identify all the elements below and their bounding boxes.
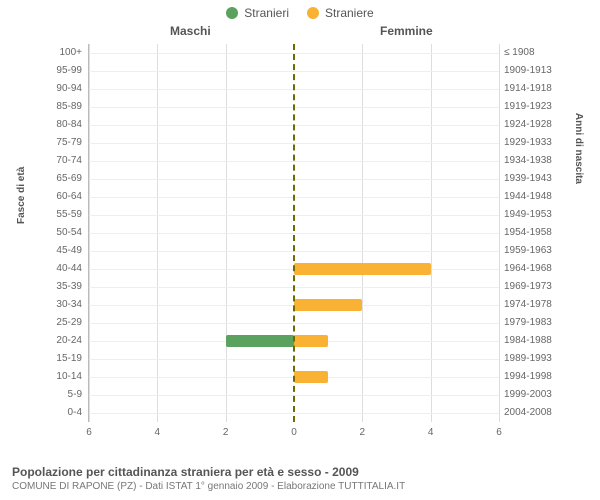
y-left-label: 85-89 [20,98,82,116]
bar-female [294,263,431,275]
column-title-male: Maschi [170,24,211,38]
y-right-label: 1944-1948 [504,188,552,206]
legend-item-female: Straniere [307,6,374,20]
x-tick: 6 [86,427,92,438]
y-right-label: 1999-2003 [504,386,552,404]
y-left-label: 60-64 [20,188,82,206]
legend: Stranieri Straniere [0,0,600,20]
y-right-label: 1934-1938 [504,152,552,170]
y-right-label: 1954-1958 [504,224,552,242]
x-tick: 2 [223,427,229,438]
population-pyramid: Maschi Femmine Fasce di età Anni di nasc… [20,24,580,434]
y-right-label: 1959-1963 [504,242,552,260]
bar-male [226,335,294,347]
x-tick: 4 [428,427,434,438]
y-left-label: 55-59 [20,206,82,224]
legend-item-male: Stranieri [226,6,289,20]
y-right-label: 1939-1943 [504,170,552,188]
legend-female-label: Straniere [325,6,374,20]
y-left-label: 10-14 [20,368,82,386]
y-right-label: 1924-1928 [504,116,552,134]
y-left-label: 5-9 [20,386,82,404]
bar-female [294,299,362,311]
gridline [499,44,500,422]
center-divider [293,44,295,422]
y-right-label: 1949-1953 [504,206,552,224]
y-left-label: 40-44 [20,260,82,278]
bar-female [294,371,328,383]
y-right-label: 1994-1998 [504,368,552,386]
y-right-label: 1974-1978 [504,296,552,314]
y-right-label: 1914-1918 [504,80,552,98]
female-swatch [307,7,319,19]
y-left-label: 95-99 [20,62,82,80]
y-right-label: 1909-1913 [504,62,552,80]
y-left-label: 20-24 [20,332,82,350]
y-left-label: 90-94 [20,80,82,98]
y-left-label: 25-29 [20,314,82,332]
caption-subtitle: COMUNE DI RAPONE (PZ) - Dati ISTAT 1° ge… [12,481,588,492]
column-title-female: Femmine [380,24,433,38]
plot-area: 6420246 [88,44,500,422]
y-left-label: 0-4 [20,404,82,422]
y-left-label: 35-39 [20,278,82,296]
y-left-label: 50-54 [20,224,82,242]
y-right-label: 2004-2008 [504,404,552,422]
y-left-label: 65-69 [20,170,82,188]
x-tick: 2 [360,427,366,438]
y-right-axis-title: Anni di nascita [573,113,584,184]
y-right-label: 1964-1968 [504,260,552,278]
male-swatch [226,7,238,19]
legend-male-label: Stranieri [244,6,289,20]
y-right-label: 1929-1933 [504,134,552,152]
y-right-label: 1989-1993 [504,350,552,368]
y-right-label: 1919-1923 [504,98,552,116]
y-left-label: 45-49 [20,242,82,260]
y-left-label: 30-34 [20,296,82,314]
x-tick: 6 [496,427,502,438]
y-right-label: 1979-1983 [504,314,552,332]
y-left-label: 100+ [20,44,82,62]
y-right-label: ≤ 1908 [504,44,535,62]
y-left-label: 15-19 [20,350,82,368]
y-right-label: 1969-1973 [504,278,552,296]
y-left-label: 80-84 [20,116,82,134]
x-tick: 4 [155,427,161,438]
caption: Popolazione per cittadinanza straniera p… [12,465,588,492]
y-left-label: 75-79 [20,134,82,152]
x-tick: 0 [291,427,297,438]
bar-female [294,335,328,347]
y-right-label: 1984-1988 [504,332,552,350]
y-left-label: 70-74 [20,152,82,170]
caption-title: Popolazione per cittadinanza straniera p… [12,465,588,479]
